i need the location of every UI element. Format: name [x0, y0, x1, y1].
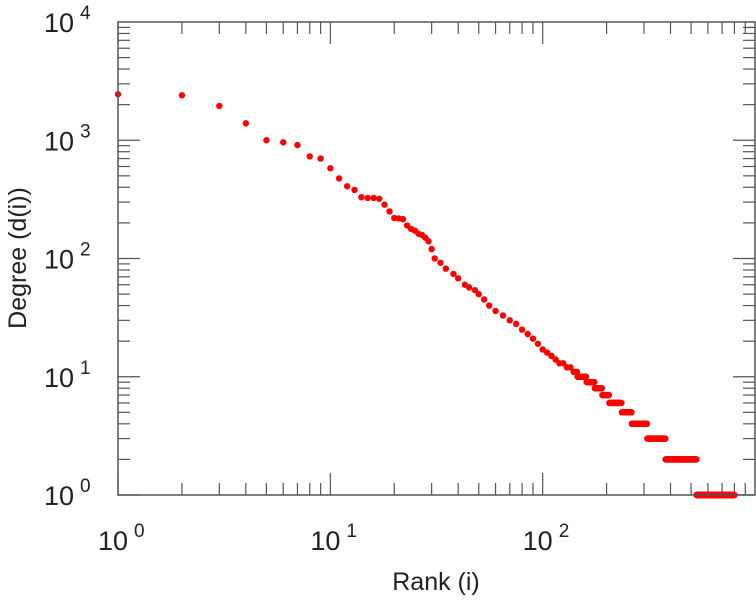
data-point	[431, 255, 438, 262]
data-point	[534, 340, 542, 347]
x-tick-label: 10 2	[523, 521, 570, 556]
data-point	[317, 155, 324, 162]
x-axis-label: Rank (i)	[392, 568, 480, 596]
data-point	[529, 335, 537, 342]
data-point	[428, 245, 435, 253]
data-point	[573, 368, 581, 376]
data-point	[582, 373, 590, 380]
data-point	[399, 215, 407, 223]
y-tick-label: 10 2	[44, 240, 91, 275]
data-point	[327, 165, 334, 172]
data-point	[499, 312, 507, 319]
data-point	[662, 435, 669, 442]
data-point	[552, 356, 559, 363]
data-point	[475, 290, 482, 298]
data-point	[242, 120, 250, 127]
y-tick-label: 10 1	[44, 358, 91, 393]
data-point	[605, 391, 613, 399]
data-point	[643, 420, 651, 428]
data-point	[567, 364, 574, 371]
data-point	[512, 320, 520, 328]
data-point	[437, 259, 444, 266]
plot-frame	[117, 21, 756, 496]
data-point	[386, 208, 393, 215]
data-point	[598, 385, 606, 392]
data-point	[216, 102, 223, 110]
y-tick-label: 10 3	[44, 121, 91, 156]
data-point	[263, 137, 270, 144]
data-point	[178, 92, 186, 99]
x-tick-labels: 10 0 10 1 10 2	[98, 521, 569, 556]
data-point	[524, 330, 531, 338]
x-tick-label: 10 1	[310, 521, 357, 556]
data-point	[425, 238, 432, 245]
data-point	[306, 153, 313, 160]
data-point	[294, 141, 301, 149]
data-point	[539, 346, 546, 353]
y-tick-label: 10 0	[44, 476, 91, 511]
data-point	[450, 270, 457, 278]
data-point	[628, 409, 635, 416]
data-point	[480, 296, 488, 303]
data-point	[358, 193, 365, 201]
data-point	[280, 139, 287, 146]
data-point	[591, 378, 598, 386]
axis-ticks	[117, 22, 755, 496]
data-point	[381, 201, 388, 208]
data-point	[485, 302, 493, 309]
data-point	[518, 326, 526, 333]
data-point	[454, 275, 462, 282]
data-point	[343, 183, 351, 190]
data-point	[335, 175, 343, 182]
data-point	[506, 317, 513, 324]
data-point	[492, 307, 499, 315]
data-point	[370, 194, 377, 202]
x-tick-label: 10 0	[98, 521, 145, 556]
data-point	[376, 195, 383, 202]
data-point	[465, 284, 473, 291]
y-axis-label: Degree (d(i))	[4, 187, 32, 329]
data-point	[442, 265, 450, 272]
data-point	[560, 360, 567, 367]
data-point	[351, 186, 358, 194]
y-tick-label: 10 4	[44, 3, 91, 38]
data-point	[693, 456, 700, 463]
data-points	[114, 91, 738, 499]
data-point	[618, 399, 625, 407]
data-point	[364, 194, 371, 202]
